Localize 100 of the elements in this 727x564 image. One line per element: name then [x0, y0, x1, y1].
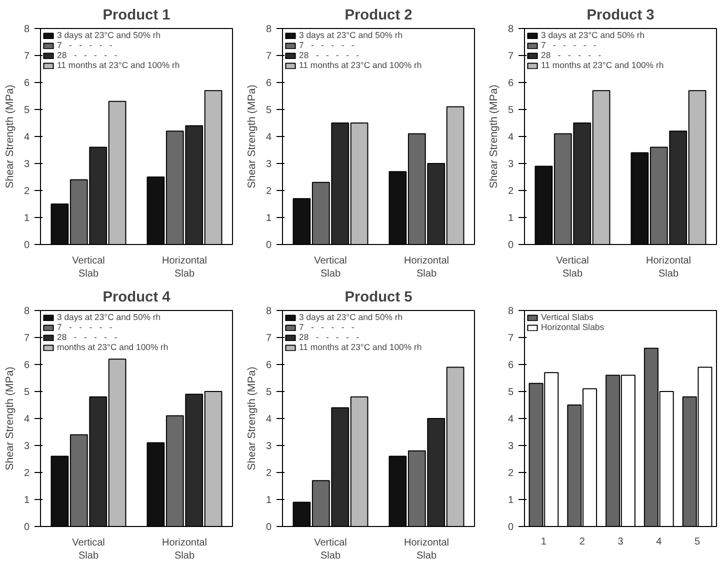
y-tick-label: 1 — [266, 495, 272, 506]
y-axis-title: Shear Strength (MPa) — [246, 84, 258, 188]
y-tick-label: 8 — [266, 306, 272, 317]
y-tick-label: 3 — [24, 441, 30, 452]
y-tick-label: 7 — [24, 51, 30, 62]
y-tick-label: 4 — [24, 414, 30, 425]
y-tick-label: 1 — [24, 213, 30, 224]
legend-label: 28 - - - - - — [57, 332, 118, 342]
y-tick-label: 7 — [266, 51, 272, 62]
legend-label: 28 - - - - - — [299, 332, 360, 342]
legend-label: 3 days at 23°C and 50% rh — [299, 312, 403, 322]
y-tick-label: 5 — [508, 387, 514, 398]
y-tick-label: 7 — [508, 51, 514, 62]
chart-title: Product 1 — [102, 8, 170, 24]
y-tick-label: 0 — [24, 240, 30, 251]
y-tick-label: 2 — [266, 186, 272, 197]
y-tick-label: 6 — [24, 78, 30, 89]
y-axis-title: Shear Strength (MPa) — [488, 84, 500, 188]
legend-label: 3 days at 23°C and 50% rh — [299, 30, 403, 40]
legend-label: 7 - - - - - — [57, 40, 112, 50]
x-tick-label: 4 — [656, 536, 662, 548]
y-tick-label: 0 — [266, 522, 272, 533]
x-tick-label: 2 — [579, 536, 586, 548]
x-tick-label: Horizontal Slab — [162, 538, 208, 562]
y-tick-label: 8 — [266, 24, 272, 35]
y-axis-title: Shear Strength (MPa) — [246, 366, 258, 470]
y-tick-label: 8 — [508, 24, 514, 35]
y-tick-label: 7 — [266, 333, 272, 344]
legend-label: Horizontal Slabs — [541, 322, 604, 332]
y-tick-label: 0 — [24, 522, 30, 533]
legend-label: 7 - - - - - — [299, 40, 354, 50]
y-tick-label: 0 — [508, 240, 514, 251]
y-tick-label: 4 — [266, 414, 272, 425]
x-tick-label: 3 — [618, 536, 624, 548]
y-tick-label: 5 — [508, 105, 514, 116]
x-tick-label: Vertical Slab — [314, 538, 347, 562]
y-tick-label: 6 — [266, 360, 272, 371]
legend-label: 3 days at 23°C and 50% rh — [541, 30, 645, 40]
y-tick-label: 8 — [24, 306, 30, 317]
legend-label: 7 - - - - - — [299, 322, 354, 332]
y-tick-label: 6 — [508, 78, 514, 89]
y-tick-label: 2 — [24, 186, 30, 197]
x-tick-label: Vertical Slab — [556, 256, 589, 280]
y-tick-label: 6 — [508, 360, 514, 371]
y-tick-label: 2 — [266, 468, 272, 479]
y-tick-label: 2 — [24, 468, 30, 479]
y-tick-label: 4 — [508, 132, 514, 143]
chart-title: Product 5 — [344, 290, 412, 306]
legend-label: 11 months at 23°C and 100% rh — [541, 60, 664, 70]
legend-label: 3 days at 23°C and 50% rh — [57, 312, 161, 322]
legend-label: 3 days at 23°C and 50% rh — [57, 30, 161, 40]
x-tick-label: Vertical Slab — [314, 256, 347, 280]
legend-label: 11 months at 23°C and 100% rh — [57, 60, 180, 70]
y-tick-label: 1 — [508, 213, 514, 224]
y-tick-label: 5 — [24, 105, 30, 116]
x-tick-label: Horizontal Slab — [404, 256, 450, 280]
y-tick-label: 8 — [508, 306, 514, 317]
chart-title: Product 3 — [586, 8, 654, 24]
y-tick-label: 4 — [24, 132, 30, 143]
y-tick-label: 1 — [24, 495, 30, 506]
legend-label: 28 - - - - - — [299, 50, 360, 60]
y-tick-label: 8 — [24, 24, 30, 35]
y-tick-label: 3 — [266, 159, 272, 170]
y-tick-label: 5 — [266, 105, 272, 116]
y-tick-label: 3 — [508, 441, 514, 452]
legend-label: Vertical Slabs — [541, 312, 594, 322]
y-tick-label: 3 — [24, 159, 30, 170]
x-tick-label: Horizontal Slab — [404, 538, 450, 562]
y-tick-label: 0 — [508, 522, 514, 533]
y-axis-title: Shear Strength (MPa) — [4, 84, 16, 188]
y-tick-label: 0 — [266, 240, 272, 251]
y-tick-label: 3 — [266, 441, 272, 452]
y-tick-label: 6 — [24, 360, 30, 371]
y-tick-label: 3 — [508, 159, 514, 170]
x-tick-label: 1 — [540, 536, 547, 548]
chart-title: Product 4 — [102, 290, 172, 306]
y-axis-title: Shear Strength (MPa) — [4, 366, 16, 470]
legend-label: 7 - - - - - — [541, 40, 596, 50]
legend-label: 7 - - - - - — [57, 322, 112, 332]
legend-label: months at 23°C and 100% rh — [57, 342, 168, 352]
legend-label: 11 months at 23°C and 100% rh — [299, 60, 422, 70]
x-tick-label: Vertical Slab — [72, 256, 105, 280]
y-tick-label: 1 — [266, 213, 272, 224]
legend-label: 11 months at 23°C and 100% rh — [299, 342, 422, 352]
y-tick-label: 7 — [508, 333, 514, 344]
y-tick-label: 7 — [24, 333, 30, 344]
chart-title: Product 2 — [344, 8, 412, 24]
x-tick-label: Horizontal Slab — [646, 256, 692, 280]
y-tick-label: 1 — [508, 495, 514, 506]
x-tick-label: Vertical Slab — [72, 538, 105, 562]
y-tick-label: 4 — [508, 414, 514, 425]
y-tick-label: 5 — [24, 387, 30, 398]
y-tick-label: 6 — [266, 78, 272, 89]
y-tick-label: 2 — [508, 468, 514, 479]
x-tick-label: 5 — [694, 536, 701, 548]
y-tick-label: 5 — [266, 387, 272, 398]
legend-label: 28 - - - - - — [57, 50, 118, 60]
y-tick-label: 4 — [266, 132, 272, 143]
x-tick-label: Horizontal Slab — [162, 256, 208, 280]
legend-label: 28 - - - - - — [541, 50, 602, 60]
